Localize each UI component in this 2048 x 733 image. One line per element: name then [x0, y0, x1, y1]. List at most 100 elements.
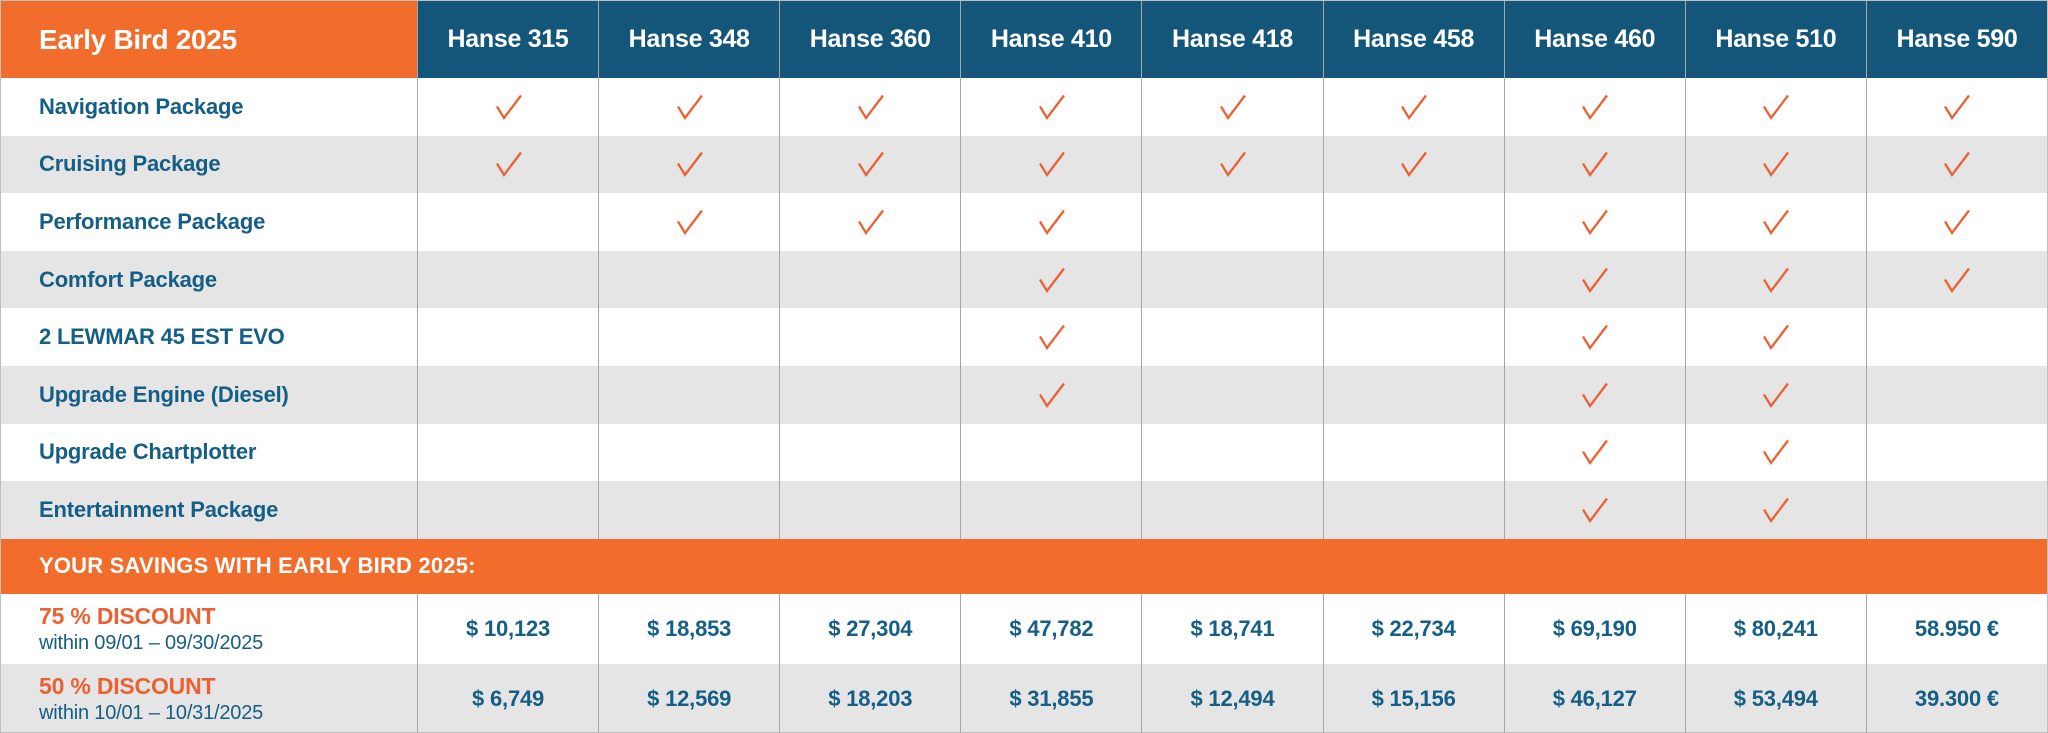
feature-check-cell: [1684, 308, 1866, 366]
price-cell: $ 6,749: [417, 663, 598, 732]
feature-empty-cell: [417, 365, 598, 424]
feature-empty-cell: [417, 250, 598, 309]
discount-period: within 09/01 – 09/30/2025: [39, 631, 264, 654]
feature-empty-cell: [1141, 423, 1322, 482]
discount-label: 75 % DISCOUNT within 09/01 – 09/30/2025: [1, 594, 417, 664]
feature-empty-cell: [1141, 193, 1322, 251]
check-icon: [1763, 209, 1790, 236]
feature-check-cell: [1503, 193, 1685, 251]
model-header: Hanse 418: [1141, 1, 1323, 78]
check-icon: [676, 209, 703, 236]
check-icon: [1763, 497, 1790, 523]
discount-row: 50 % DISCOUNT within 10/01 – 10/31/2025 $ …: [1, 663, 2047, 732]
feature-check-cell: [1865, 78, 2047, 136]
discount-row: 75 % DISCOUNT within 09/01 – 09/30/2025 $ …: [1, 593, 2047, 664]
discount-label: 50 % DISCOUNT within 10/01 – 10/31/2025: [1, 664, 417, 732]
check-icon: [1038, 382, 1065, 408]
feature-empty-cell: [779, 481, 960, 539]
feature-empty-cell: [1322, 481, 1504, 539]
check-icon: [1582, 497, 1609, 523]
feature-check-cell: [960, 250, 1141, 309]
feature-check-cell: [1684, 193, 1866, 251]
check-icon: [495, 94, 522, 120]
check-icon: [1038, 267, 1065, 293]
check-icon: [1763, 94, 1790, 120]
feature-check-cell: [1322, 135, 1504, 194]
check-icon: [1582, 209, 1609, 236]
feature-check-cell: [1865, 193, 2047, 251]
feature-check-cell: [1503, 308, 1685, 366]
check-icon: [1763, 152, 1790, 178]
check-icon: [1944, 267, 1971, 293]
feature-check-cell: [417, 78, 598, 136]
model-header: Hanse 360: [779, 1, 961, 78]
header-row: Early Bird 2025 Hanse 315 Hanse 348 Hanse …: [1, 1, 2047, 78]
feature-check-cell: [1322, 78, 1504, 136]
feature-empty-cell: [1322, 365, 1504, 424]
model-header: Hanse 590: [1865, 1, 2047, 78]
feature-label: 2 LEWMAR 45 EST EVO: [39, 324, 285, 350]
feature-check-cell: [960, 193, 1141, 251]
model-header: Hanse 348: [598, 1, 780, 78]
feature-check-cell: [960, 135, 1141, 194]
discount-rows: 75 % DISCOUNT within 09/01 – 09/30/2025 $ …: [1, 593, 2047, 732]
check-icon: [495, 152, 522, 178]
feature-empty-cell: [779, 250, 960, 309]
feature-empty-cell: [417, 193, 598, 251]
feature-empty-cell: [598, 423, 779, 482]
price-cell: $ 47,782: [960, 593, 1141, 664]
price-cell: $ 69,190: [1503, 593, 1685, 664]
feature-check-cell: [1503, 78, 1685, 136]
feature-empty-cell: [417, 481, 598, 539]
model-header: Hanse 410: [960, 1, 1142, 78]
feature-check-cell: [1503, 423, 1685, 482]
feature-check-cell: [1684, 423, 1866, 482]
check-icon: [1401, 94, 1428, 120]
discount-period: within 10/01 – 10/31/2025: [39, 701, 264, 724]
feature-empty-cell: [779, 365, 960, 424]
feature-check-cell: [1684, 481, 1866, 539]
feature-check-cell: [598, 193, 779, 251]
feature-empty-cell: [598, 250, 779, 309]
price-cell: 39.300 €: [1865, 663, 2047, 732]
check-icon: [1038, 324, 1065, 351]
feature-row: Comfort Package: [1, 250, 2047, 309]
check-icon: [1220, 152, 1246, 178]
check-icon: [1582, 324, 1609, 351]
check-icon: [1763, 267, 1790, 293]
check-icon: [1220, 94, 1246, 120]
feature-row: Entertainment Package: [1, 481, 2047, 539]
price-cell: 58.950 €: [1865, 593, 2047, 664]
price-cell: $ 12,494: [1141, 663, 1322, 732]
feature-check-cell: [1503, 481, 1685, 539]
page-title: Early Bird 2025: [1, 1, 417, 78]
feature-empty-cell: [779, 308, 960, 366]
check-icon: [1763, 324, 1790, 351]
feature-check-cell: [598, 78, 779, 136]
feature-check-cell: [779, 78, 960, 136]
check-icon: [1401, 152, 1428, 178]
feature-row: Cruising Package: [1, 135, 2047, 194]
model-header: Hanse 510: [1684, 1, 1866, 78]
feature-check-cell: [1684, 250, 1866, 309]
discount-title: 75 % DISCOUNT: [39, 602, 216, 629]
feature-label: Performance Package: [39, 208, 266, 234]
feature-empty-cell: [1141, 365, 1322, 424]
feature-check-cell: [598, 135, 779, 194]
feature-empty-cell: [598, 481, 779, 539]
discount-title: 50 % DISCOUNT: [39, 672, 216, 699]
feature-empty-cell: [1141, 308, 1322, 366]
feature-check-cell: [1503, 365, 1685, 424]
feature-row: Performance Package: [1, 193, 2047, 251]
feature-label: Upgrade Engine (Diesel): [39, 381, 289, 407]
check-icon: [676, 152, 703, 178]
feature-row: Upgrade Engine (Diesel): [1, 365, 2047, 424]
price-cell: $ 22,734: [1322, 593, 1504, 664]
feature-check-cell: [779, 135, 960, 194]
price-cell: $ 18,203: [779, 663, 960, 732]
feature-empty-cell: [417, 308, 598, 366]
check-icon: [1582, 440, 1609, 466]
feature-empty-cell: [1322, 193, 1504, 251]
feature-check-cell: [1684, 135, 1866, 194]
price-cell: $ 12,569: [598, 663, 779, 732]
